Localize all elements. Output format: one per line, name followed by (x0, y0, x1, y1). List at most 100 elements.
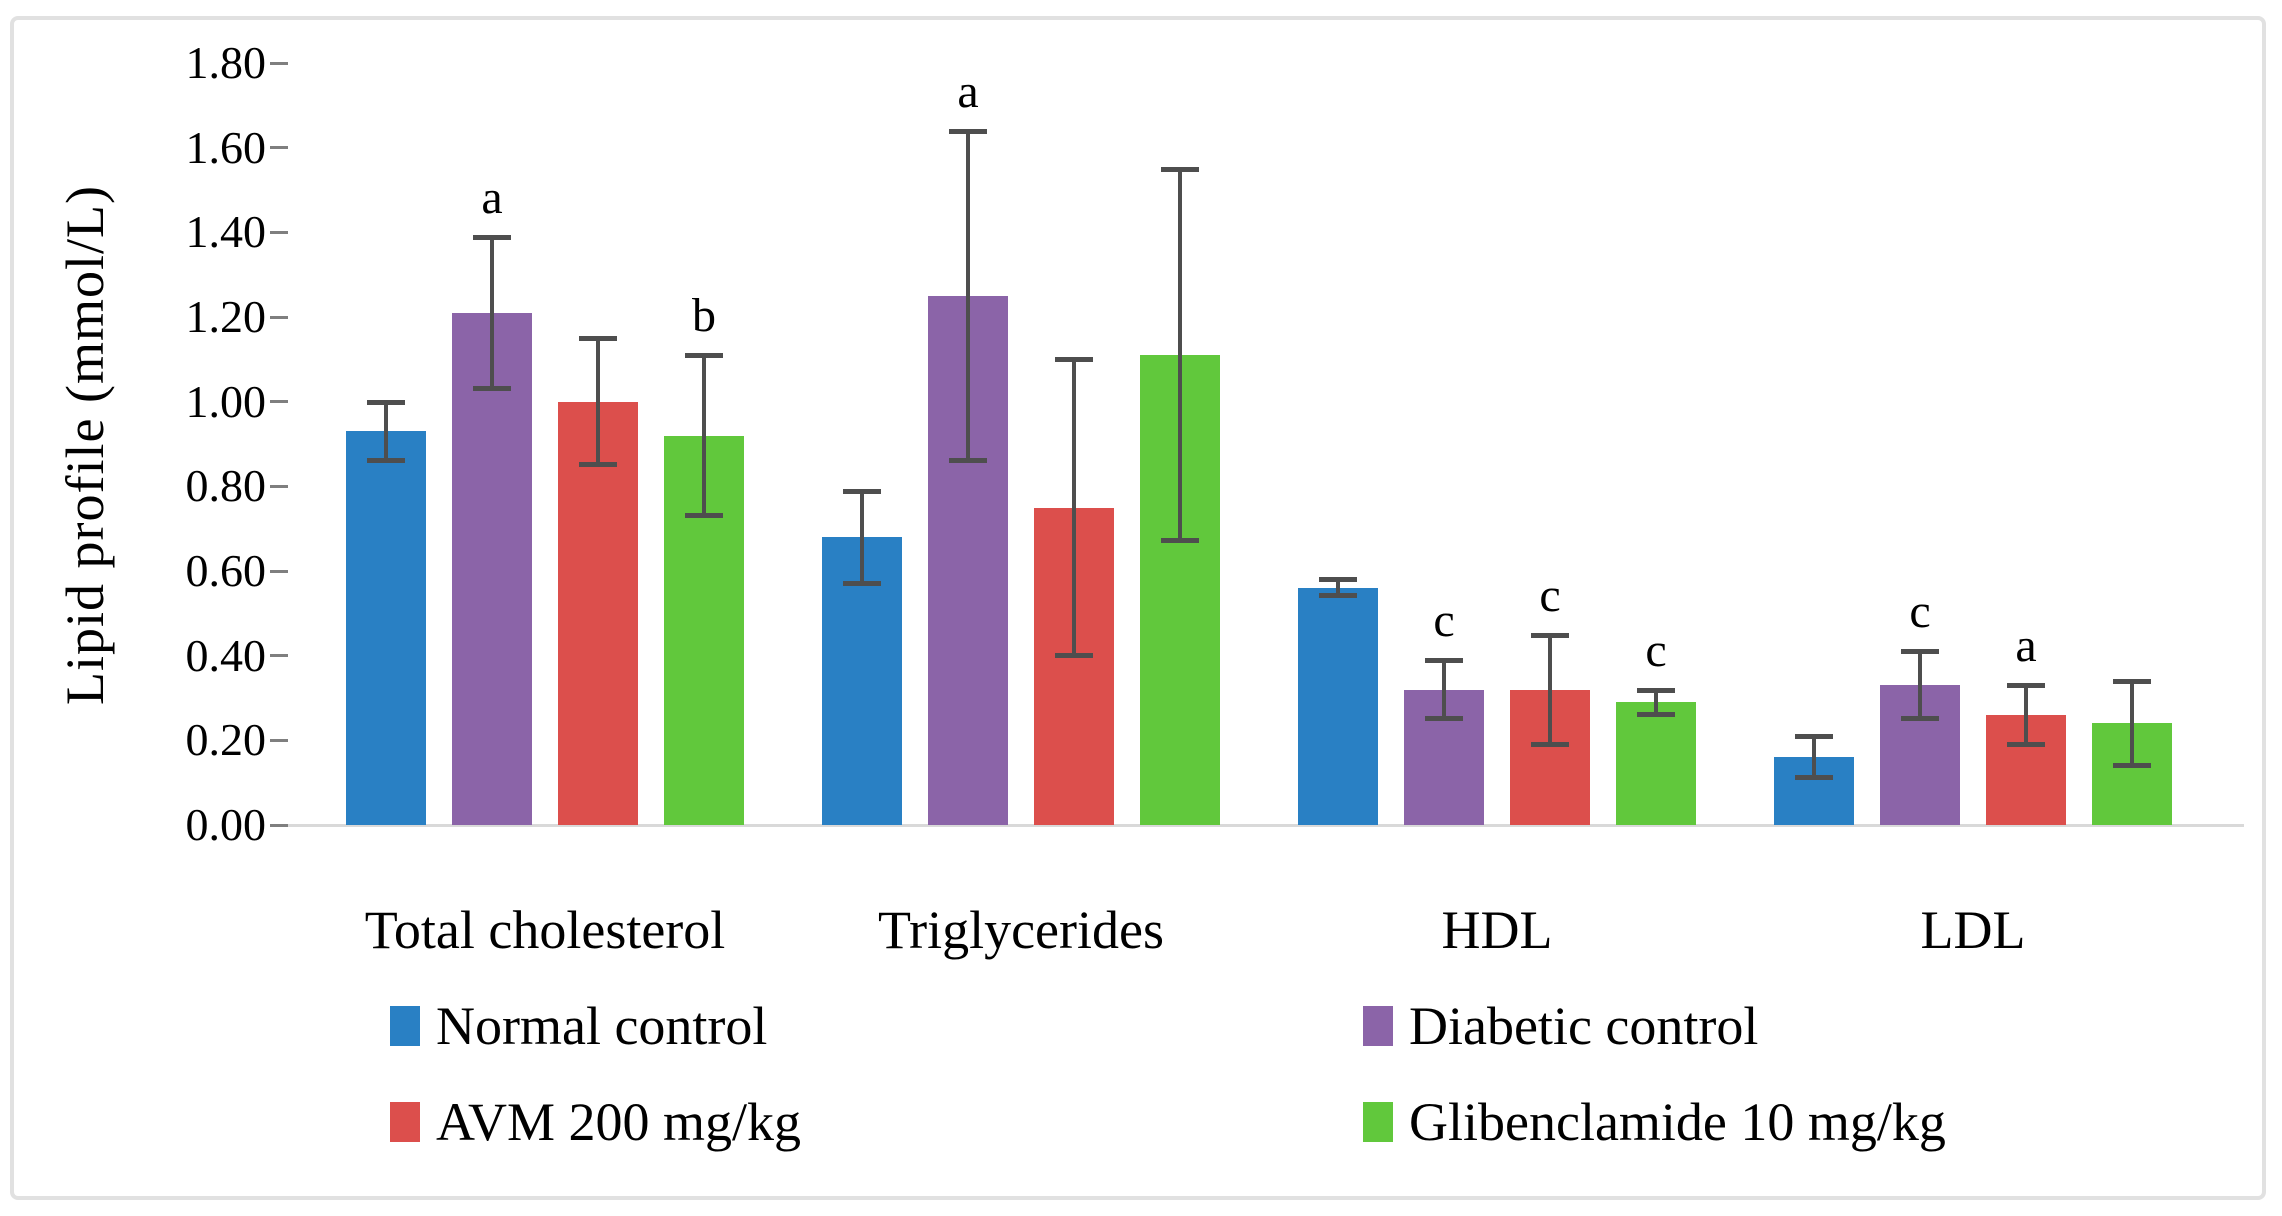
legend-label: AVM 200 mg/kg (436, 1092, 802, 1152)
legend-label: Glibenclamide 10 mg/kg (1409, 1092, 1946, 1152)
error-bar-line (966, 130, 970, 461)
error-bar-cap-bottom (473, 385, 511, 391)
legend-swatch (1363, 1102, 1393, 1142)
error-bar-cap-top (1161, 166, 1199, 172)
y-tick-label: 0.80 (185, 460, 267, 512)
error-bar-line (1812, 736, 1816, 779)
error-bar-cap-bottom (2113, 762, 2151, 768)
error-bar-line (1918, 651, 1922, 720)
y-tick-label: 0.60 (185, 545, 267, 596)
error-bar-cap-bottom (1531, 741, 1569, 747)
legend-swatch (1363, 1006, 1393, 1046)
error-bar-cap-bottom (1637, 711, 1675, 717)
significance-letter: a (481, 170, 503, 224)
error-bar-cap-bottom (367, 457, 405, 463)
error-bar-cap-bottom (843, 580, 881, 586)
y-tick-label: 0.20 (185, 714, 267, 766)
error-bar-cap-bottom (2007, 741, 2045, 747)
y-tick-mark (270, 230, 288, 234)
y-tick-label: 1.80 (185, 37, 267, 88)
significance-letter: a (2015, 619, 2037, 673)
error-bar-line (596, 338, 600, 466)
error-bar-cap-bottom (1319, 593, 1357, 599)
y-tick-label: 1.20 (185, 291, 267, 342)
y-tick-mark (270, 569, 288, 573)
error-bar-cap-bottom (1161, 538, 1199, 544)
error-bar-cap-top (1319, 577, 1357, 583)
significance-letter: c (1539, 568, 1561, 622)
y-tick-mark (270, 146, 288, 150)
error-bar-cap-bottom (1795, 775, 1833, 781)
significance-letter: a (957, 64, 979, 118)
error-bar-line (1072, 359, 1076, 656)
bar (1298, 587, 1378, 825)
error-bar-cap-top (473, 234, 511, 240)
legend-item: Diabetic control (1363, 998, 1758, 1054)
y-tick-label: 0.00 (185, 799, 267, 850)
error-bar-cap-bottom (1055, 652, 1093, 658)
significance-letter: c (1645, 623, 1667, 677)
error-bar-line (384, 401, 388, 461)
error-bar-line (2024, 685, 2028, 745)
error-bar-cap-bottom (1425, 716, 1463, 722)
bar (452, 312, 532, 825)
legend-swatch (390, 1006, 420, 1046)
error-bar-line (860, 490, 864, 584)
error-bar-line (1654, 689, 1658, 715)
error-bar-line (2130, 681, 2134, 766)
error-bar-cap-top (1637, 687, 1675, 693)
y-tick-label: 1.60 (185, 121, 267, 173)
y-tick-mark (270, 484, 288, 488)
y-tick-mark (270, 738, 288, 742)
bar (1616, 702, 1696, 825)
error-bar-line (1178, 168, 1182, 542)
error-bar-cap-top (949, 128, 987, 134)
error-bar-line (1548, 634, 1552, 745)
y-tick-mark (270, 823, 288, 827)
error-bar-line (1336, 579, 1340, 597)
error-bar-cap-top (1901, 649, 1939, 655)
y-tick-label: 1.00 (185, 375, 267, 427)
error-bar-cap-bottom (579, 462, 617, 468)
error-bar-cap-top (843, 488, 881, 494)
error-bar-cap-bottom (1901, 716, 1939, 722)
significance-letter: c (1433, 593, 1455, 647)
error-bar-cap-top (2007, 683, 2045, 689)
bar (346, 431, 426, 825)
y-tick-label: 1.40 (185, 206, 267, 258)
significance-letter: b (692, 289, 716, 343)
error-bar-cap-top (1795, 734, 1833, 740)
error-bar-cap-top (2113, 679, 2151, 685)
category-label: Total cholesterol (364, 900, 726, 960)
significance-letter: c (1909, 585, 1931, 639)
error-bar-cap-bottom (685, 512, 723, 518)
error-bar-cap-top (579, 336, 617, 342)
error-bar-cap-top (1055, 357, 1093, 363)
legend-label: Diabetic control (1409, 996, 1759, 1056)
category-label: Triglycerides (878, 900, 1164, 960)
error-bar-line (1442, 659, 1446, 720)
error-bar-cap-bottom (949, 457, 987, 463)
category-label: HDL (1441, 900, 1553, 960)
error-bar-cap-top (1531, 632, 1569, 638)
legend-swatch (390, 1102, 420, 1142)
category-label: LDL (1920, 900, 2026, 960)
error-bar-line (490, 236, 494, 389)
y-tick-mark (270, 315, 288, 319)
y-axis-title: Lipid profile (mmol/L) (55, 185, 115, 705)
y-tick-label: 0.40 (185, 629, 267, 681)
error-bar-cap-top (685, 353, 723, 359)
legend-label: Normal control (436, 996, 768, 1056)
error-bar-cap-top (1425, 657, 1463, 663)
legend-item: Normal control (390, 998, 767, 1054)
legend-item: AVM 200 mg/kg (390, 1094, 801, 1150)
bar (558, 401, 638, 825)
error-bar-line (702, 355, 706, 516)
y-tick-mark (270, 61, 288, 65)
error-bar-cap-top (367, 399, 405, 405)
legend-item: Glibenclamide 10 mg/kg (1363, 1094, 1946, 1150)
x-axis-line (288, 823, 2244, 827)
y-tick-mark (270, 654, 288, 658)
y-tick-mark (270, 400, 288, 404)
